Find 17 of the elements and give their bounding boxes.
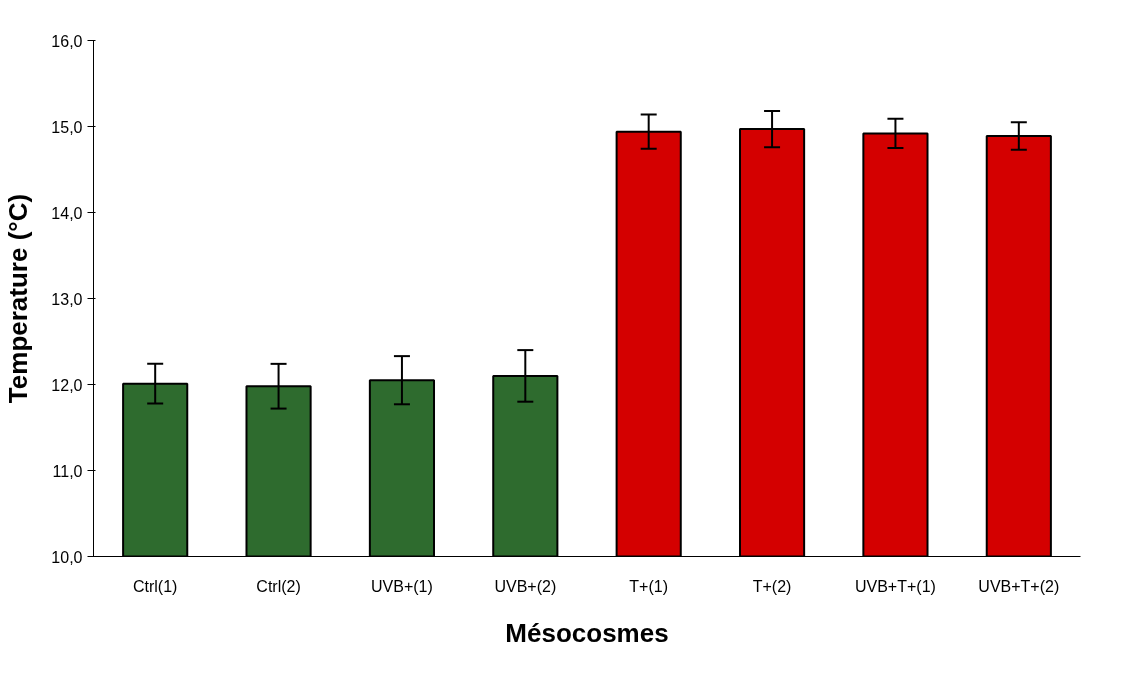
x-tick-label: UVB+(2) (494, 577, 557, 595)
y-tick-label: 15,0 (51, 118, 83, 136)
y-tick-label: 10,0 (51, 548, 83, 566)
x-axis-title: Mésocosmes (505, 617, 669, 648)
y-axis-title: Temperature (°C) (3, 193, 34, 404)
y-tick-label: 11,0 (52, 462, 83, 480)
y-tick-label: 12,0 (51, 376, 83, 394)
x-tick-label: UVB+(1) (371, 577, 433, 595)
x-tick-label: UVB+T+(2) (978, 577, 1060, 595)
y-tick-label: 16,0 (51, 32, 83, 50)
y-tick-label: 13,0 (51, 290, 83, 308)
y-tick-label: 14,0 (51, 204, 83, 222)
x-tick-label: UVB+T+(1) (854, 577, 936, 595)
x-tick-label: T+(1) (629, 577, 669, 595)
x-tick-label: Ctrl(1) (132, 577, 178, 595)
x-tick-label: Ctrl(2) (256, 577, 301, 595)
x-tick-label: T+(2) (752, 577, 792, 595)
